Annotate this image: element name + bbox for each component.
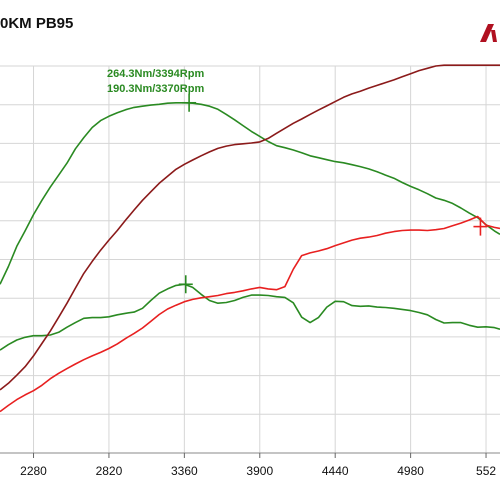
series-line-power-stock	[0, 215, 500, 413]
chart-title: 0KM PB95	[0, 15, 74, 32]
x-tick-label: 2280	[20, 464, 47, 478]
series-line-power-tuned	[0, 64, 500, 391]
x-tick-label: 4440	[322, 464, 349, 478]
brand-logo-icon	[478, 24, 500, 54]
x-tick-label: 2820	[96, 464, 123, 478]
peak-annotation-label: 190.3Nm/3370Rpm	[107, 83, 204, 95]
peak-annotation-label: 264.3Nm/3394Rpm	[107, 68, 204, 80]
series-line-torque-stock	[0, 283, 500, 351]
chart-annotations: 264.3Nm/3394Rpm 190.3Nm/3370Rpm	[107, 68, 204, 95]
x-tick-label: 4980	[397, 464, 424, 478]
chart-grid	[0, 65, 500, 454]
x-tick-label: 552	[476, 464, 496, 478]
series-line-torque-tuned	[0, 102, 500, 285]
chart-series	[0, 64, 500, 413]
chart-markers	[178, 93, 488, 294]
x-tick-label: 3900	[246, 464, 273, 478]
x-tick-label: 3360	[171, 464, 198, 478]
x-axis: 2280 2820 3360 3900 4440 4980 552	[0, 452, 500, 478]
